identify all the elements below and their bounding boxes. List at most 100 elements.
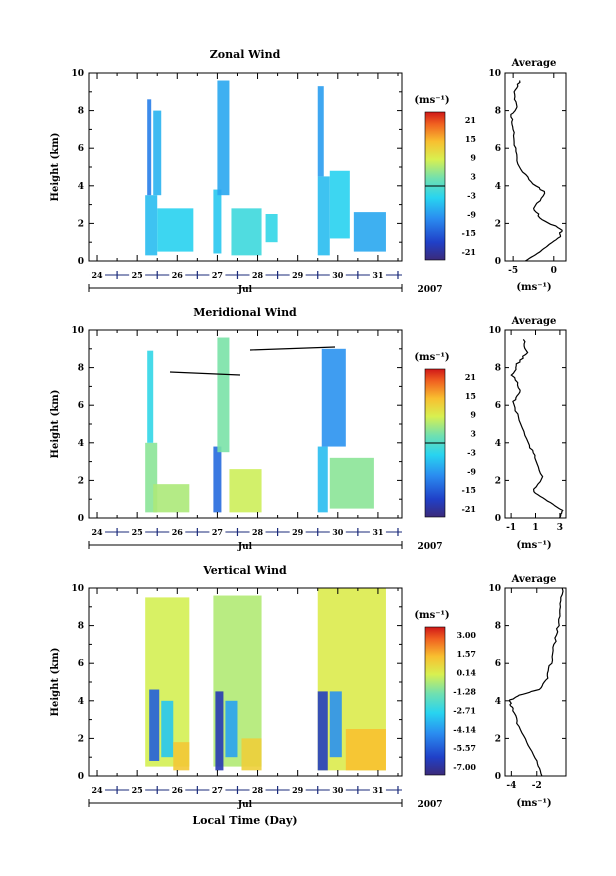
panel-title: Meridional Wind [193,306,297,319]
y-axis-label: Height (km) [50,648,61,717]
heatmap-cell [217,337,230,453]
average-x-tick-label: -2 [532,781,542,791]
average-y-tick-label: 2 [495,734,501,744]
average-frame [504,72,567,262]
day-label-bg [369,270,386,280]
day-label-bg [329,270,346,280]
x-axis-label: Local Time (Day) [192,814,297,827]
average-title: Average [511,58,557,69]
heatmap-cell [217,80,230,196]
day-label-bg [129,270,146,280]
average-profile-line [510,80,563,262]
day-label-bg [329,527,346,537]
colorbar-labels: 21 15 9 3 -3 -9 -15 -21 [462,115,477,257]
colorbar-label: 9 [470,153,476,163]
average-y-tick-label: 4 [495,439,501,449]
average-y-tick-label: 0 [495,514,501,524]
day-label-bg [289,785,306,795]
day-tick-label: 27 [212,527,223,537]
average-y-axis: 0 2 4 6 8 10 [488,69,566,267]
heatmap-cell [157,208,194,252]
colorbar-unit: (ms⁻¹) [414,352,449,363]
y-tick-label: 6 [78,144,84,154]
colorbar-label: -1.28 [453,687,476,697]
heatmap-cell [317,446,328,513]
average-x-axis: -1 1 3 [506,330,563,533]
average-y-tick-label: 8 [495,622,501,632]
y-tick-label: 4 [78,697,84,707]
colorbar-label: 0.14 [457,668,477,678]
average-frame [504,329,567,519]
day-label-bg [209,527,226,537]
average-x-tick-label: -1 [506,523,516,533]
boundary-line [169,371,241,376]
y-tick-label: 0 [78,772,84,782]
average-title: Average [511,574,557,585]
y-tick-label: 2 [78,476,84,486]
day-label-bg [89,270,106,280]
heatmap-cell [265,214,278,243]
month-label: Jul [237,800,253,810]
average-y-tick-label: 8 [495,107,501,117]
day-tick-label: 24 [91,270,103,280]
colorbar-label: -2.71 [453,705,476,715]
heatmap-cell [145,195,158,256]
y-tick-label: 2 [78,734,84,744]
colorbar-label: 1.57 [457,649,476,659]
year-label: 2007 [417,800,442,810]
heatmap-cell [317,176,330,256]
heatmap-cell [225,700,238,758]
y-tick-label: 4 [78,439,84,449]
average-y-tick-label: 4 [495,697,501,707]
colorbar-labels: 21 15 9 3 -3 -9 -15 -21 [462,372,477,514]
day-label-bg [329,785,346,795]
average-x-label: (ms⁻¹) [516,282,551,293]
heatmap-cell [153,484,190,513]
y-axis: 0 2 4 6 8 10 [71,69,402,267]
y-axis-label: Height (km) [50,390,61,459]
day-label-bg [369,785,386,795]
day-tick-label: 25 [132,785,143,795]
heatmap-cell [147,99,152,196]
day-tick-label: 27 [212,270,223,280]
day-tick-label: 26 [172,270,184,280]
day-label-bg [249,785,266,795]
heatmap-cell [213,446,222,513]
day-tick-label: 30 [332,785,344,795]
colorbar-label: 15 [465,134,476,144]
day-tick-label: 25 [132,527,143,537]
day-axis: 24 25 26 27 28 29 30 31 [88,270,403,292]
colorbar-unit: (ms⁻¹) [414,610,449,621]
colorbar-label: 3 [470,429,476,439]
average-y-tick-label: 8 [495,364,501,374]
day-tick-label: 28 [252,270,264,280]
y-tick-label: 10 [71,326,84,336]
month-label: Jul [237,542,253,552]
colorbar-label: -4.14 [453,724,476,734]
day-label-bg [89,527,106,537]
y-tick-label: 6 [78,659,84,669]
heatmap-cell [229,469,262,513]
average-y-tick-label: 6 [495,144,501,154]
average-frame [504,587,567,777]
y-axis: 0 2 4 6 8 10 [71,326,402,524]
colorbar-label: 21 [465,372,476,382]
average-x-axis: -4 -2 [506,588,542,791]
average-y-tick-label: 0 [495,257,501,267]
heatmap-cell [215,691,224,771]
day-tick-label: 27 [212,785,223,795]
year-label: 2007 [417,285,442,295]
wind-heatmap [145,337,374,513]
colorbar-label: 9 [470,410,476,420]
colorbar-label: -7.00 [453,762,476,772]
colorbar-label: -21 [462,504,476,514]
average-y-tick-label: 10 [488,584,501,594]
heatmap-cell [231,208,262,256]
day-label-bg [249,527,266,537]
average-x-label: (ms⁻¹) [516,798,551,809]
day-label-bg [369,527,386,537]
day-label-bg [289,527,306,537]
y-tick-label: 0 [78,514,84,524]
heatmap-cell [317,691,328,771]
